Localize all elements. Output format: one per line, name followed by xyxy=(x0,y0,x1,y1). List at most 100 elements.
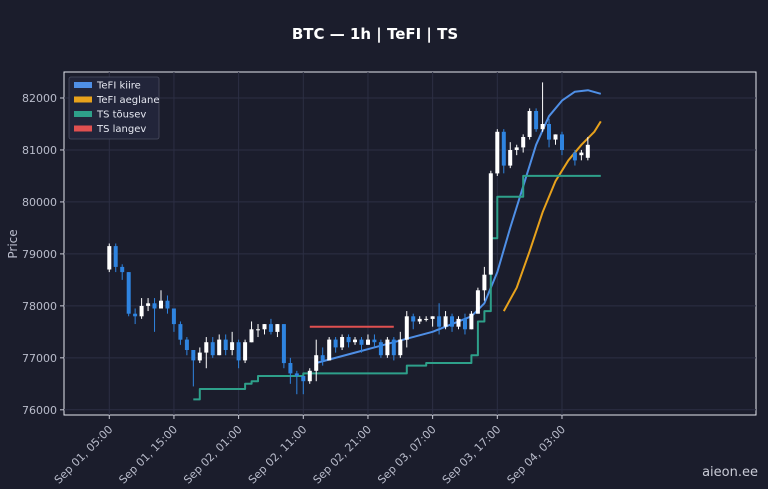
candle-body xyxy=(146,303,151,306)
candle-body xyxy=(469,313,474,330)
candle-body xyxy=(463,318,467,330)
candle-body xyxy=(437,316,442,327)
candle-body xyxy=(178,324,183,340)
candle-body xyxy=(534,111,539,130)
y-tick-label: 77000 xyxy=(22,352,57,365)
candle xyxy=(275,324,280,338)
candle xyxy=(191,350,196,387)
candle xyxy=(307,368,312,384)
candle xyxy=(256,324,260,338)
candle-body xyxy=(294,373,299,376)
candle-body xyxy=(417,318,422,322)
candle xyxy=(320,347,325,366)
candle-body xyxy=(514,147,519,150)
candle-body xyxy=(275,324,280,332)
candle-body xyxy=(327,339,332,361)
candle xyxy=(430,316,435,327)
candle-body xyxy=(301,376,306,382)
candle xyxy=(391,337,396,361)
candle xyxy=(501,129,506,174)
candle-body xyxy=(120,266,125,273)
candle-body xyxy=(314,355,319,371)
candle-body xyxy=(424,318,429,320)
y-tick-label: 76000 xyxy=(22,404,57,417)
candle xyxy=(508,142,513,169)
candle xyxy=(385,337,390,358)
candle xyxy=(372,334,377,348)
candle-body xyxy=(171,308,176,325)
candle xyxy=(159,290,163,309)
candle xyxy=(113,243,118,273)
candle xyxy=(521,134,526,153)
y-tick-label: 81000 xyxy=(22,144,57,157)
candle xyxy=(107,243,112,273)
candle-body xyxy=(210,342,215,356)
candle-body xyxy=(378,342,383,356)
candle-body xyxy=(560,134,564,150)
candle xyxy=(488,170,493,275)
candle-body xyxy=(256,329,260,331)
candle-body xyxy=(320,355,325,361)
y-tick-label: 78000 xyxy=(22,300,57,313)
candle xyxy=(120,264,125,280)
legend-label: TS langev xyxy=(96,124,146,135)
candle-body xyxy=(165,300,170,309)
candle xyxy=(314,339,319,382)
candle xyxy=(223,334,228,356)
candle-body xyxy=(197,352,202,361)
candle xyxy=(585,136,590,161)
candle-body xyxy=(139,305,144,317)
candle xyxy=(249,321,254,343)
candle xyxy=(146,298,151,312)
candle-body xyxy=(249,329,254,343)
candle xyxy=(424,316,429,322)
candle xyxy=(540,82,545,132)
candle-body xyxy=(191,350,196,361)
candle-body xyxy=(482,274,487,291)
candle xyxy=(534,108,539,132)
candle xyxy=(126,272,131,317)
candle-body xyxy=(204,342,209,353)
candle xyxy=(378,339,383,358)
candle-body xyxy=(307,370,312,382)
candle-body xyxy=(281,324,286,364)
candle-body xyxy=(262,324,267,330)
candle xyxy=(463,313,467,335)
y-tick-label: 79000 xyxy=(22,248,57,261)
candle xyxy=(579,149,584,161)
candle xyxy=(178,321,183,345)
candle xyxy=(560,131,564,156)
candle-body xyxy=(184,339,189,350)
candle-body xyxy=(521,137,526,148)
candle xyxy=(204,337,209,369)
candle xyxy=(262,324,267,335)
candle-body xyxy=(475,290,480,314)
candle-body xyxy=(333,339,338,348)
candle-body xyxy=(268,324,273,332)
candle xyxy=(443,311,448,330)
candle-body xyxy=(398,339,403,356)
candle xyxy=(450,313,454,332)
candle-body xyxy=(243,342,248,361)
candle xyxy=(456,316,461,330)
candle xyxy=(514,144,519,156)
candle xyxy=(210,337,215,358)
candle xyxy=(417,316,422,325)
candle-body xyxy=(359,339,364,345)
legend: TeFI kiire TeFI aeglane TS tõusev TS langev xyxy=(68,76,160,140)
legend-swatch xyxy=(74,125,92,132)
candle-body xyxy=(540,124,545,130)
candle xyxy=(165,295,170,314)
y-tick-label: 82000 xyxy=(22,92,57,105)
candle-body xyxy=(230,342,235,350)
candle xyxy=(366,334,370,345)
candle xyxy=(217,334,222,356)
legend-box xyxy=(68,76,160,140)
candle-body xyxy=(346,337,351,343)
candle xyxy=(482,266,487,301)
candle xyxy=(288,357,293,384)
candle xyxy=(553,134,558,145)
candle-body xyxy=(508,150,513,166)
candle-body xyxy=(223,339,228,350)
candle-body xyxy=(553,134,558,140)
